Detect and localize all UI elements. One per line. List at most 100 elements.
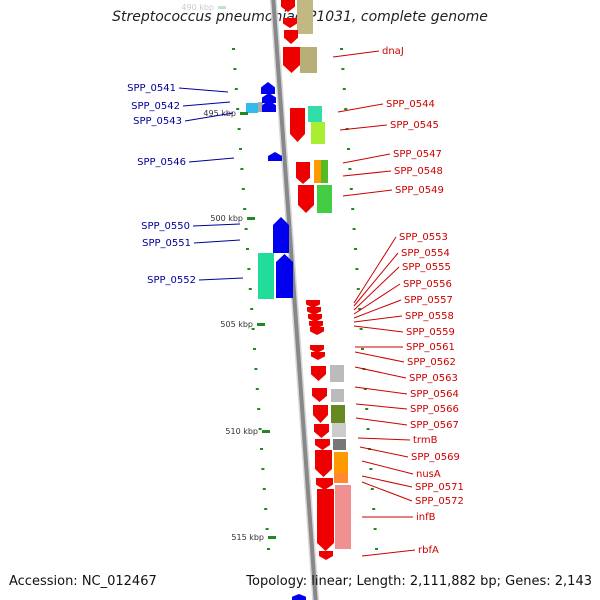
reverse-gene-label: SPP_0552	[147, 275, 196, 286]
gene-feature-block	[258, 102, 263, 112]
label-leader-line	[337, 103, 384, 113]
label-leader-line	[178, 87, 229, 93]
forward-gene-label: SPP_0558	[405, 311, 454, 322]
minor-tick-dot	[347, 148, 350, 150]
label-leader-line	[361, 481, 413, 502]
minor-tick-dot	[255, 388, 259, 390]
forward-gene-label: SPP_0564	[410, 389, 459, 400]
label-leader-line	[192, 223, 241, 227]
tick-label: 495 kbp	[203, 109, 236, 118]
minor-tick-dot	[232, 48, 235, 50]
label-leader-line	[342, 170, 392, 177]
reverse-gene-label: SPP_0541	[127, 83, 176, 94]
reverse-gene-label: SPP_0543	[133, 116, 182, 127]
minor-tick-dot	[253, 348, 256, 350]
reverse-gene-label: SPP_0551	[142, 238, 191, 249]
gene-feature-block	[317, 185, 332, 213]
minor-tick-dot	[352, 228, 356, 230]
label-leader-line	[355, 417, 408, 426]
forward-gene-arrow	[319, 551, 333, 560]
label-leader-line	[353, 236, 397, 304]
minor-tick-dot	[366, 428, 370, 430]
minor-tick-dot	[358, 308, 362, 310]
reverse-gene-label: SPP_0546	[137, 157, 186, 168]
forward-gene-label: SPP_0562	[407, 357, 456, 368]
minor-tick-dots	[232, 48, 378, 550]
minor-tick-dot	[375, 548, 378, 550]
minor-tick-dot	[257, 408, 261, 410]
forward-gene-arrow	[281, 0, 295, 12]
minor-tick-dot	[265, 528, 269, 530]
reverse-gene-label: SPP_0542	[131, 101, 180, 112]
forward-gene-label: SPP_0556	[403, 279, 452, 290]
minor-tick-dot	[258, 428, 262, 430]
label-leader-line	[339, 124, 388, 131]
forward-gene-label: SPP_0544	[386, 99, 435, 110]
forward-gene-label: SPP_0545	[390, 120, 439, 131]
minor-tick-dot	[348, 168, 352, 170]
minor-tick-dot	[254, 368, 258, 370]
minor-tick-dot	[355, 268, 359, 270]
minor-tick-dot	[261, 468, 265, 470]
label-leader-line	[357, 437, 411, 441]
minor-tick-dot	[248, 288, 252, 290]
forward-gene-arrow	[317, 489, 334, 551]
forward-gene-label: SPP_0569	[411, 452, 460, 463]
minor-tick-dot	[363, 388, 367, 390]
minor-tick-dot	[365, 408, 369, 410]
tick-label: 510 kbp	[225, 427, 258, 436]
minor-tick-dot	[264, 508, 268, 510]
major-tick	[218, 6, 226, 9]
forward-gene-label: SPP_0554	[401, 248, 450, 259]
forward-gene-arrow	[310, 345, 324, 353]
forward-gene-arrow	[313, 405, 328, 423]
minor-tick-dot	[234, 88, 238, 90]
minor-tick-dot	[241, 188, 245, 190]
reverse-gene-arrow	[268, 152, 282, 161]
minor-tick-dot	[240, 168, 244, 170]
label-leader-line	[354, 351, 405, 363]
minor-tick-dot	[260, 448, 263, 450]
gene-feature-block	[333, 439, 346, 450]
major-tick	[257, 323, 265, 326]
forward-gene-label: SPP_0561	[406, 342, 455, 353]
reverse-gene-arrow	[292, 594, 306, 600]
forward-gene-label: SPP_0571	[415, 482, 464, 493]
minor-tick-dot	[243, 208, 247, 210]
reverse-gene-arrow	[262, 100, 276, 112]
forward-gene-arrow	[310, 327, 324, 335]
gene-feature-block	[297, 0, 313, 34]
label-leader-line	[359, 446, 409, 458]
label-leader-line	[355, 403, 408, 410]
label-leader-line	[353, 299, 402, 319]
minor-tick-dot	[239, 148, 242, 150]
forward-gene-label: SPP_0557	[404, 295, 453, 306]
forward-gene-arrow	[290, 108, 305, 142]
label-leader-line	[332, 50, 380, 58]
forward-gene-label: SPP_0547	[393, 149, 442, 160]
forward-gene-label: infB	[416, 512, 436, 523]
label-leader-line	[198, 277, 244, 281]
tick-label: 500 kbp	[210, 214, 243, 223]
forward-gene-label: trmB	[413, 435, 438, 446]
label-leader-line	[188, 157, 235, 163]
gene-feature-block	[334, 473, 348, 483]
label-leader-line	[354, 366, 407, 379]
label-leader-line	[361, 549, 416, 557]
label-leader-line	[342, 153, 391, 164]
minor-tick-dot	[361, 348, 364, 350]
label-leader-line	[342, 189, 393, 197]
minor-tick-dot	[344, 108, 348, 110]
forward-gene-arrow	[283, 47, 300, 73]
forward-gene-label: SPP_0563	[409, 373, 458, 384]
minor-tick-dot	[351, 208, 355, 210]
gene-feature-block	[258, 253, 274, 299]
gene-feature-block	[331, 389, 344, 402]
genome-backbone	[271, 0, 318, 600]
minor-tick-dot	[247, 268, 251, 270]
forward-gene-arrow	[308, 314, 322, 322]
minor-tick-dot	[267, 548, 270, 550]
label-leader-line	[361, 460, 414, 475]
major-tick	[240, 112, 248, 115]
